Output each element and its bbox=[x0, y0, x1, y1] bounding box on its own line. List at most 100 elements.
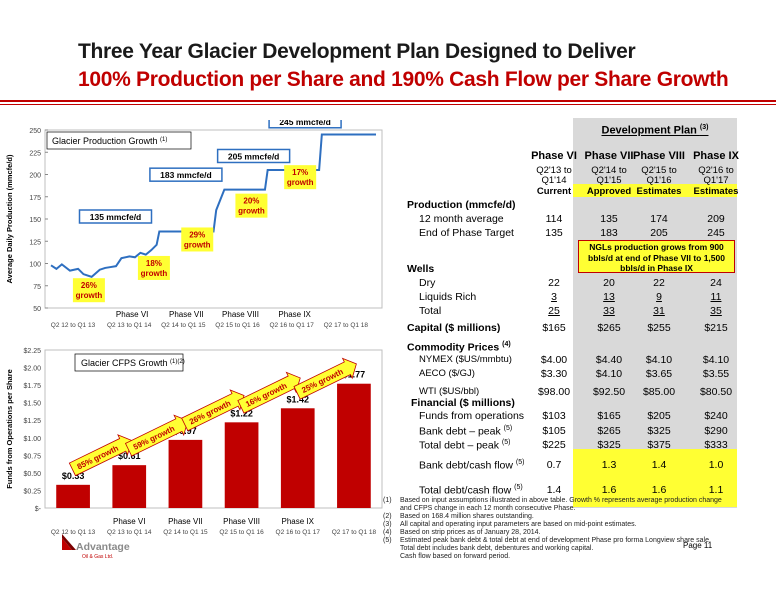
cell-value: $165 bbox=[597, 410, 621, 422]
page-title-line-1: Three Year Glacier Development Plan Desi… bbox=[78, 40, 636, 63]
y-axis-label: Average Daily Production (mmcfe/d) bbox=[5, 154, 14, 283]
cell-value: $85.00 bbox=[642, 386, 676, 398]
footnote-text: Total debt includes bank debt, debenture… bbox=[400, 545, 594, 552]
footnote-text: Cash flow based on forward period. bbox=[400, 553, 511, 560]
row-label: Capital ($ millions) bbox=[407, 322, 501, 334]
cell-value: 22 bbox=[653, 277, 665, 289]
bar-value-label: $0.61 bbox=[118, 451, 141, 461]
cell-value: 1.1 bbox=[708, 484, 724, 496]
growth-badge-label: 26% bbox=[81, 281, 97, 290]
cfps-title-box bbox=[74, 353, 184, 372]
logo-sub: Oil & Gas Ltd. bbox=[82, 554, 113, 560]
y-tick-label: $0.50 bbox=[23, 471, 41, 478]
company-logo: Advantage Oil & Gas Ltd. bbox=[58, 532, 138, 567]
bar-value-label: $0.97 bbox=[174, 426, 197, 436]
x-tick-label: Q2 17 to Q1 18 bbox=[332, 529, 377, 536]
y-tick-label: 75 bbox=[33, 284, 41, 291]
row-label: 12 month average bbox=[419, 213, 504, 225]
footnote-marker: (1) bbox=[383, 497, 392, 504]
bar-value-label: $0.33 bbox=[62, 471, 85, 481]
x-tick-label: Q2 15 to Q1 16 bbox=[219, 529, 264, 536]
y-tick-label: 200 bbox=[29, 173, 41, 180]
y-tick-label: 125 bbox=[29, 239, 41, 246]
row-label: Bank debt – peak (5) bbox=[419, 425, 513, 438]
section-header: Commodity Prices (4) bbox=[407, 341, 511, 354]
y-tick-label: $1.00 bbox=[23, 436, 41, 443]
row-label: WTI ($US/bbl) bbox=[419, 386, 480, 397]
cell-value: $98.00 bbox=[537, 386, 571, 398]
row-label: Total bbox=[419, 305, 442, 317]
cell-value: 1.0 bbox=[708, 459, 724, 471]
production-growth-chart: 50 75 100 125 150 175 200 225 250 Average Daily P… bbox=[5, 120, 383, 329]
y-tick-label: $1.50 bbox=[23, 401, 41, 408]
cell-value: 209 bbox=[707, 213, 725, 225]
callout-label: 183 mmcfe/d bbox=[160, 170, 212, 180]
row-label-sup: (5) bbox=[514, 484, 523, 491]
bar-value-label: $1.22 bbox=[230, 408, 253, 418]
period-label: Q1'14 bbox=[541, 175, 567, 186]
x-tick-label: Q2 16 to Q1 17 bbox=[276, 529, 321, 536]
cell-value: 135 bbox=[600, 213, 618, 225]
cell-value: $375 bbox=[647, 439, 671, 451]
chart-title: Glacier CFPS Growth (1)(2) bbox=[81, 358, 185, 368]
cell-value: 135 bbox=[545, 227, 563, 239]
cfps-growth-chart: $- $0.25 $0.50 $0.75 $1.00 $1.25 $1.50 $1.75 $2.… bbox=[5, 348, 383, 536]
cell-value: $103 bbox=[542, 410, 566, 422]
row-label: Total debt/cash flow (5) bbox=[419, 484, 523, 497]
growth-badge-label: growth bbox=[184, 240, 211, 249]
cell-value: 3 bbox=[551, 291, 557, 303]
cfps-bar bbox=[224, 422, 259, 508]
cell-value: 1.6 bbox=[651, 484, 667, 496]
cell-value: $325 bbox=[597, 439, 621, 451]
cell-value: $265 bbox=[597, 425, 621, 437]
cell-value: 114 bbox=[545, 213, 563, 225]
cell-value: $105 bbox=[542, 425, 566, 437]
period-label: Q2'13 to bbox=[536, 165, 572, 176]
development-plan-sup: (3) bbox=[699, 124, 709, 131]
cell-value: 1.4 bbox=[651, 459, 667, 471]
y-axis-label: Funds from Operations per Share bbox=[5, 369, 14, 489]
period-label: Q2'16 to bbox=[698, 165, 734, 176]
callout-label: 135 mmcfe/d bbox=[90, 212, 142, 222]
page-title-line-2: 100% Production per Share and 190% Cash … bbox=[78, 68, 729, 91]
period-label: Q2'14 to bbox=[591, 165, 627, 176]
logo-name: Advantage bbox=[76, 541, 130, 553]
bar-value-label: $1.77 bbox=[343, 370, 366, 380]
bar-value-label: $1.42 bbox=[286, 394, 309, 404]
y-tick-label: $2.00 bbox=[23, 366, 41, 373]
cell-value: $3.30 bbox=[540, 368, 568, 380]
cell-value: 22 bbox=[548, 277, 560, 289]
cell-value: $3.65 bbox=[645, 368, 673, 380]
page-number: Page 11 bbox=[683, 541, 713, 550]
growth-badge-label: growth bbox=[76, 291, 103, 300]
x-tick-label: Q2 13 to Q1 14 bbox=[107, 529, 152, 536]
x-tick-label: Q2 17 to Q1 18 bbox=[324, 322, 369, 329]
production-line bbox=[50, 133, 376, 278]
growth-badge-label: growth bbox=[287, 178, 314, 187]
y-tick-label: $- bbox=[35, 506, 42, 513]
phase-label: Phase VI bbox=[113, 517, 145, 526]
phase-label: Phase VI bbox=[116, 310, 148, 319]
advantage-logo-icon: Advantage Oil & Gas Ltd. bbox=[62, 534, 130, 560]
phase-header: Phase IX bbox=[693, 150, 739, 162]
highlight-band bbox=[573, 449, 737, 507]
cell-value: $333 bbox=[704, 439, 728, 451]
status-label: Approved bbox=[586, 186, 632, 197]
row-label-sup: (5) bbox=[501, 439, 511, 446]
row-label: Dry bbox=[419, 277, 436, 289]
cell-value: $80.50 bbox=[699, 386, 733, 398]
cell-value: 174 bbox=[650, 213, 668, 225]
cell-value: $4.40 bbox=[595, 354, 623, 366]
growth-badge bbox=[284, 165, 317, 190]
development-plan-band bbox=[573, 118, 737, 508]
title-divider-bottom bbox=[0, 104, 776, 105]
cell-value: 9 bbox=[656, 291, 662, 303]
x-tick-label: Q2 12 to Q1 13 bbox=[51, 322, 96, 329]
growth-badge-label: 29% bbox=[189, 230, 205, 239]
cell-value: $325 bbox=[647, 425, 671, 437]
phase-label: Phase VIII bbox=[223, 517, 260, 526]
y-tick-label: $1.25 bbox=[23, 418, 41, 425]
x-tick-label: Q2 12 to Q1 13 bbox=[51, 529, 96, 536]
section-header: Financial ($ millions) bbox=[411, 397, 515, 409]
footnote-text: Based on strip prices as of January 28, … bbox=[400, 529, 541, 536]
